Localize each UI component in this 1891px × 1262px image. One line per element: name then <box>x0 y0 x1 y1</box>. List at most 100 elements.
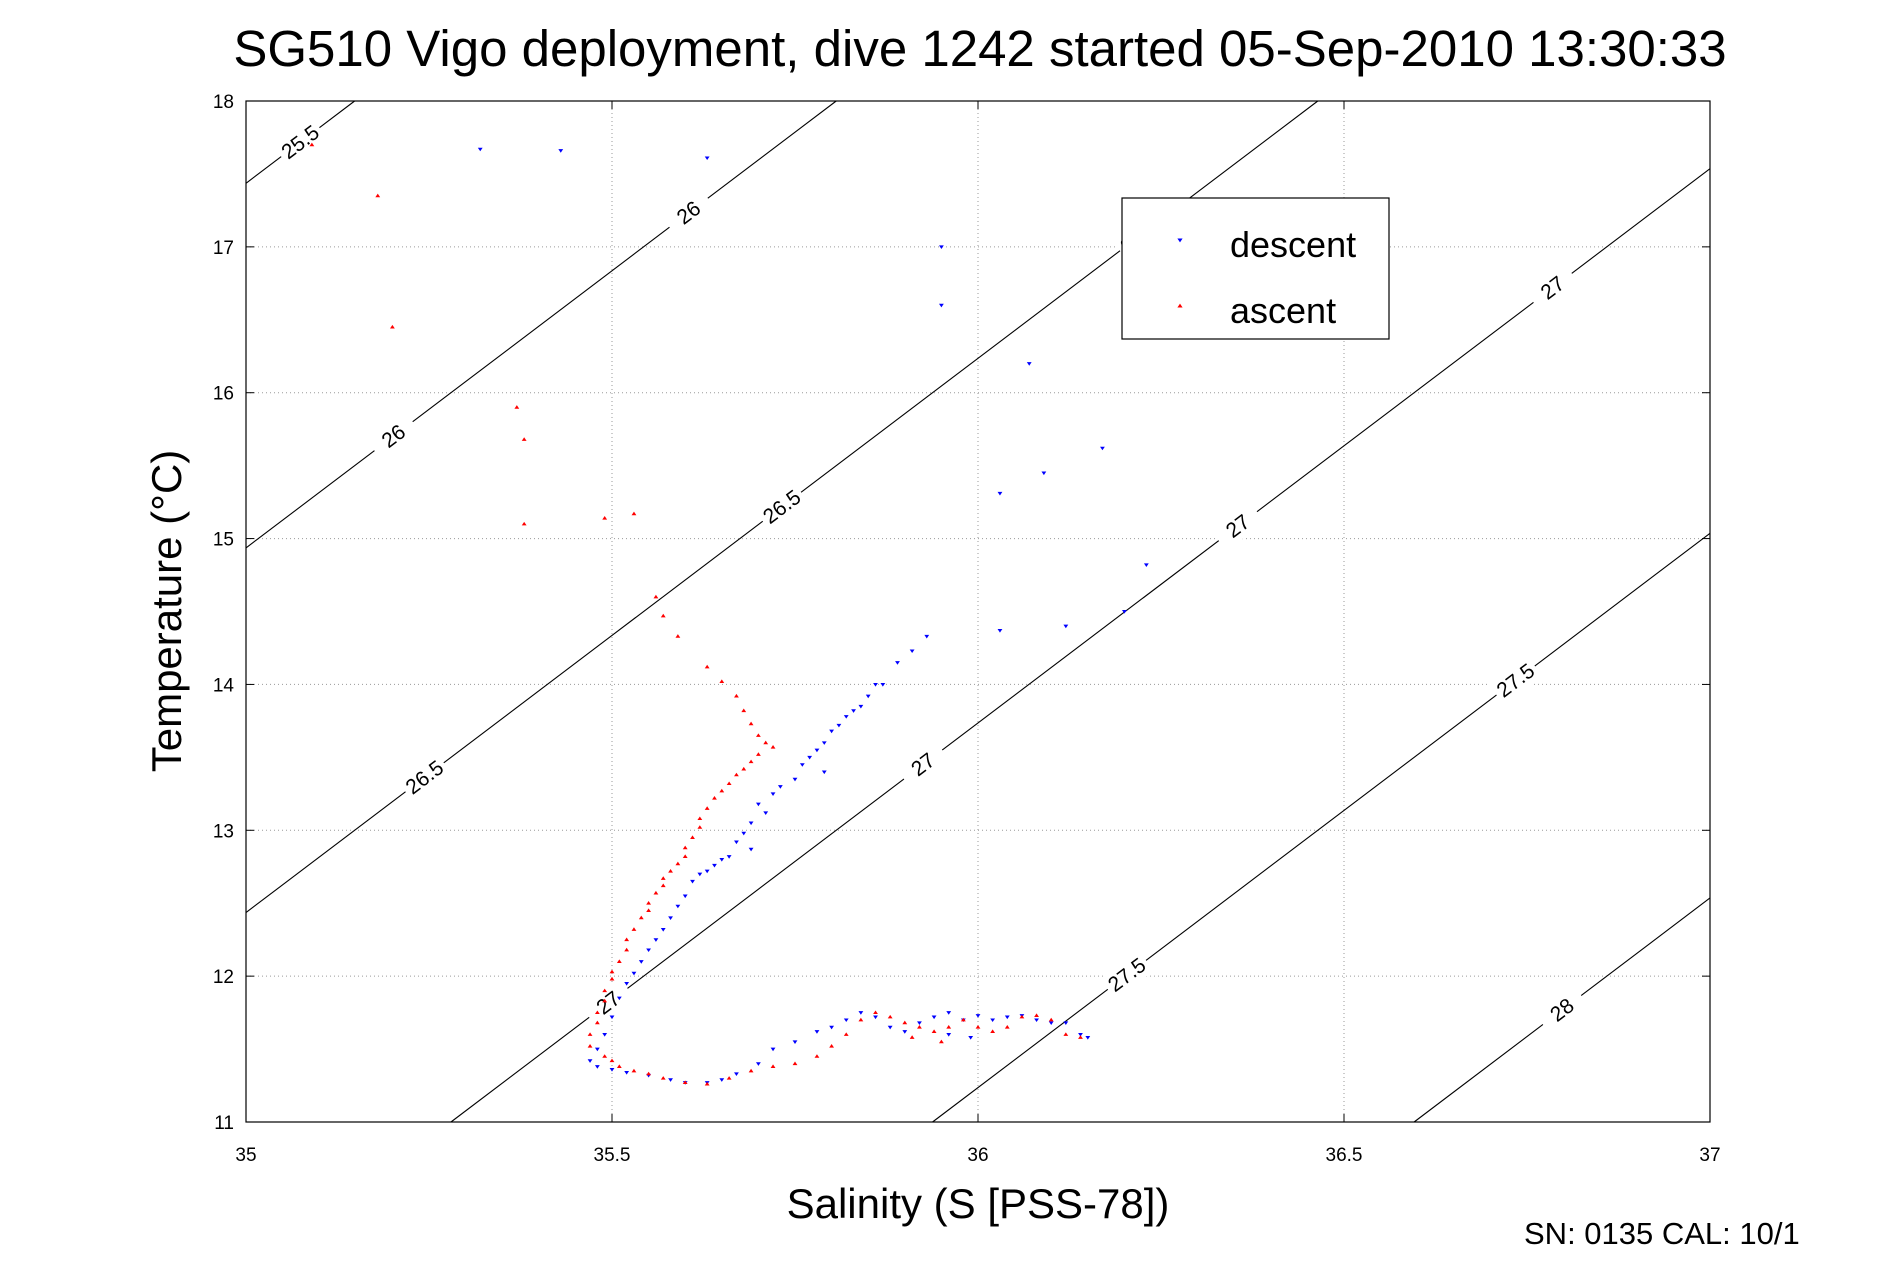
y-tick-label: 16 <box>213 384 234 405</box>
ascent-point <box>792 1061 798 1066</box>
y-tick-label: 17 <box>213 238 234 259</box>
ascent-point <box>909 1035 915 1039</box>
legend-ascent-label: ascent <box>1230 290 1336 331</box>
ascent-point <box>675 634 681 638</box>
ascent-point <box>602 515 608 520</box>
descent-point <box>939 303 944 308</box>
ascent-point <box>697 816 703 821</box>
descent-point <box>858 704 864 709</box>
ascent-point <box>858 1017 864 1022</box>
ascent-point <box>946 1025 952 1029</box>
ascent-point <box>704 1081 710 1086</box>
descent-point <box>646 948 651 953</box>
ascent-point <box>646 908 651 912</box>
ascent-point <box>609 1058 615 1063</box>
ascent-point <box>770 744 776 749</box>
contour-label-bg <box>1525 262 1580 313</box>
ascent-point <box>646 901 651 905</box>
descent-point <box>777 785 783 789</box>
legend-ascent-marker <box>1177 303 1183 308</box>
descent-point <box>624 981 630 986</box>
ascent-point <box>602 1054 608 1058</box>
descent-point <box>1100 446 1105 451</box>
ascent-point <box>1078 1035 1083 1039</box>
descent-point <box>734 840 739 845</box>
descent-point <box>734 1072 739 1077</box>
descent-point <box>1063 1021 1069 1025</box>
ascent-point <box>682 845 688 850</box>
contour-label-bg <box>1488 655 1543 706</box>
descent-point <box>792 777 798 782</box>
isopycnal-26 <box>245 100 837 549</box>
ascent-point <box>602 988 608 993</box>
descent-point <box>1078 1033 1083 1037</box>
ascent-point <box>726 781 732 786</box>
contour-label-bg <box>1535 985 1590 1035</box>
descent-point <box>814 1030 820 1034</box>
ascent-point <box>375 193 381 198</box>
contour-label-bg <box>896 739 951 790</box>
ascent-point <box>309 142 315 147</box>
descent-point <box>1085 1035 1091 1040</box>
ascent-point <box>704 806 710 810</box>
descent-point <box>675 904 681 909</box>
descent-point <box>931 1015 937 1020</box>
contour-label-bg <box>1099 949 1154 1000</box>
y-tick-label: 13 <box>213 821 234 842</box>
y-tick-label: 15 <box>213 530 234 551</box>
y-axis-label: Temperature (°C) <box>143 450 190 773</box>
legend: descent ascent <box>1121 197 1390 340</box>
y-tick-label: 14 <box>213 675 235 696</box>
descent-point <box>558 149 564 153</box>
ascent-point <box>616 1064 622 1069</box>
ascent-point <box>1034 1013 1039 1017</box>
footer-calibration: SN: 0135 CAL: 10/1 <box>1524 1216 1800 1251</box>
contour-label-bg <box>661 187 716 238</box>
isopycnal-27 <box>450 168 1711 1123</box>
descent-point <box>807 755 813 760</box>
x-tick-label: 36.5 <box>1326 1145 1363 1166</box>
descent-point <box>1041 471 1047 476</box>
descent-point <box>1122 610 1127 614</box>
descent-point <box>887 1025 893 1030</box>
grid-lines <box>246 101 1710 1122</box>
ascent-point <box>646 1071 651 1076</box>
descent-point <box>873 1015 878 1020</box>
ascent-point <box>748 721 754 726</box>
ascent-point <box>843 1032 849 1036</box>
ascent-point <box>631 927 637 931</box>
ascent-point <box>521 437 527 441</box>
ascent-point <box>682 1080 688 1085</box>
descent-point <box>624 1070 630 1075</box>
descent-point <box>858 1011 864 1015</box>
ascent-point <box>990 1029 996 1034</box>
descent-point <box>968 1035 974 1040</box>
ascent-point <box>587 1032 593 1036</box>
ascent-point <box>939 1039 944 1044</box>
descent-point <box>902 1030 908 1034</box>
descent-point <box>880 682 886 687</box>
x-axis-label: Salinity (S [PSS-78]) <box>787 1180 1170 1227</box>
descent-point <box>917 1021 922 1025</box>
ascent-point <box>770 1064 776 1069</box>
descent-point <box>697 872 703 877</box>
ascent-point <box>873 1010 878 1015</box>
ascent-point <box>609 969 615 974</box>
descent-point <box>668 1078 673 1082</box>
ascent-point <box>719 788 725 793</box>
ascent-point <box>390 324 395 329</box>
descent-point <box>653 938 659 942</box>
descent-point <box>719 858 725 862</box>
descent-point <box>477 147 483 152</box>
descent-point <box>770 792 776 796</box>
ascent-point <box>616 959 622 963</box>
ascent-point <box>660 876 666 880</box>
descent-point <box>829 1025 834 1030</box>
y-tick-label: 11 <box>214 1113 234 1134</box>
descent-point <box>609 1068 615 1072</box>
descent-point <box>814 748 820 753</box>
descent-point <box>924 634 930 639</box>
ascent-point <box>1004 1025 1010 1029</box>
ascent-point <box>960 1017 966 1022</box>
